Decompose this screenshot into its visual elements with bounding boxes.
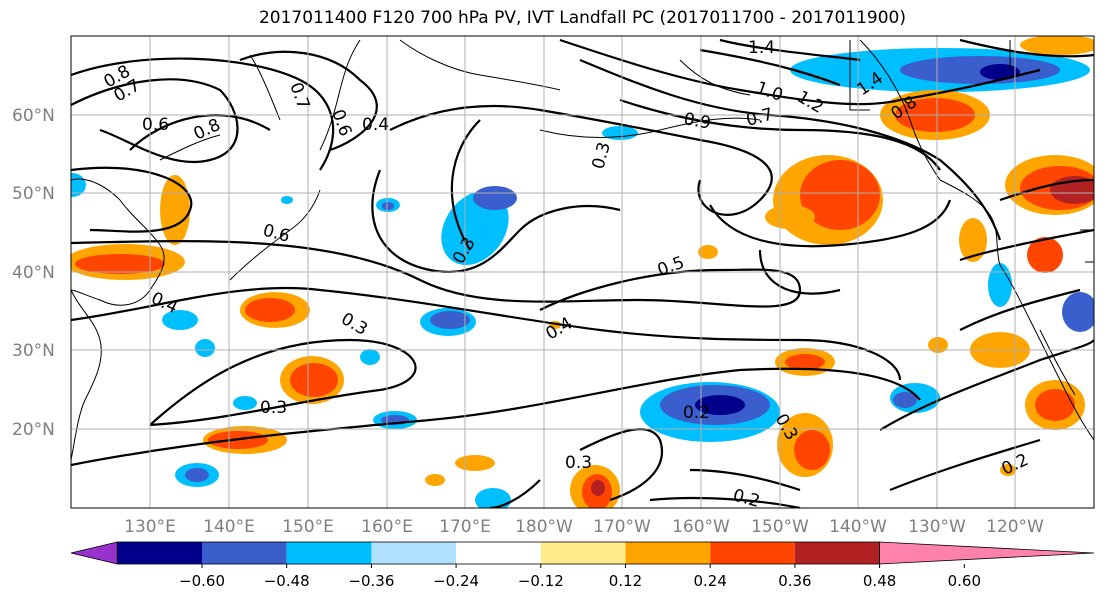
colorbar-box — [540, 542, 626, 564]
contour-label: 0.4 — [362, 115, 389, 135]
colorbar-extend-high — [879, 541, 1095, 565]
lon-label: 150°E — [282, 517, 334, 537]
lon-label: 140°W — [829, 517, 887, 537]
contour-label: 0.6 — [142, 115, 169, 135]
colorbar-tick-label: −0.48 — [264, 572, 310, 590]
coastlines — [71, 39, 1094, 461]
map-title: 2017011400 F120 700 hPa PV, IVT Landfall… — [258, 8, 906, 28]
colorbar-tick-label: 0.48 — [863, 572, 896, 590]
colorbar-box — [371, 542, 457, 564]
contour-label: 0.2 — [731, 486, 762, 512]
contour-label: 0.2 — [683, 403, 710, 423]
colorbar-box — [117, 542, 202, 564]
lon-label: 130°W — [908, 517, 966, 537]
colorbar-box — [286, 542, 372, 564]
colorbar-box — [625, 542, 711, 564]
lon-label: 180°W — [515, 517, 573, 537]
lon-label: 170°E — [439, 517, 491, 537]
graticule — [71, 36, 1094, 508]
lat-label: 20°N — [12, 420, 55, 440]
lon-label: 140°E — [203, 517, 255, 537]
colorbar-box — [794, 542, 880, 564]
colorbar-tick-label: 0.24 — [693, 572, 726, 590]
contour-label: 0.9 — [682, 109, 712, 133]
contour-label: 0.3 — [565, 453, 592, 473]
colorbar-box — [202, 542, 287, 564]
lat-label: 60°N — [12, 106, 55, 126]
colorbar-tick-label: −0.12 — [518, 572, 564, 590]
longitude-labels: 130°E 140°E 150°E 160°E 170°E 180°W 170°… — [124, 517, 1044, 537]
colorbar-box — [456, 542, 541, 564]
lon-label: 130°E — [124, 517, 176, 537]
colorbar-box — [710, 542, 795, 564]
colorbar-tick-label: 0.60 — [948, 572, 981, 590]
lat-label: 50°N — [12, 184, 55, 204]
lat-label: 40°N — [12, 263, 55, 283]
colorbar-tick-label: −0.36 — [348, 572, 394, 590]
colorbar-tick-label: −0.60 — [179, 572, 225, 590]
colorbar-tick-label: −0.24 — [433, 572, 479, 590]
colorbar-tick-label: 0.12 — [609, 572, 642, 590]
lon-label: 160°W — [672, 517, 730, 537]
contour-label: 1.4 — [748, 38, 775, 58]
map-frame — [70, 35, 1095, 509]
colorbar-extend-low — [70, 541, 118, 565]
latitude-labels: 60°N 50°N 40°N 30°N 20°N — [12, 106, 55, 440]
contour-label: 0.3 — [260, 398, 287, 418]
colorbar-tick-label: 0.36 — [778, 572, 811, 590]
lon-label: 150°W — [751, 517, 809, 537]
lon-label: 170°W — [593, 517, 651, 537]
colorbar-outline — [116, 541, 880, 565]
lon-label: 120°W — [986, 517, 1044, 537]
colorbar: −0.60 −0.48 −0.36 −0.24 −0.12 0.12 0.24 0.36 0.4… — [70, 541, 1095, 590]
lon-label: 160°E — [361, 517, 413, 537]
pv-contours — [71, 38, 1094, 508]
lat-label: 30°N — [12, 341, 55, 361]
